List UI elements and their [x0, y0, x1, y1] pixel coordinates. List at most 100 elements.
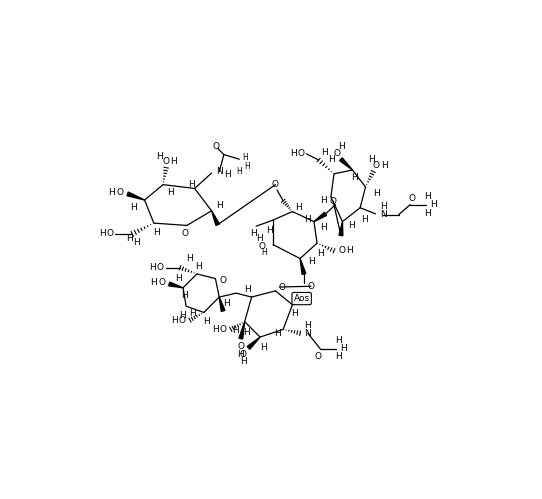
Text: N: N [216, 167, 223, 176]
Text: H: H [295, 203, 302, 212]
Text: H: H [380, 202, 386, 211]
Text: H: H [351, 173, 357, 182]
Text: Aos: Aos [294, 294, 309, 303]
Text: O: O [330, 197, 337, 206]
Text: O: O [237, 342, 244, 351]
Text: H: H [369, 155, 375, 164]
Text: O: O [117, 188, 124, 197]
Polygon shape [127, 192, 145, 200]
Text: H: H [232, 326, 239, 335]
Text: H: H [349, 221, 355, 230]
Text: H: H [250, 230, 256, 239]
Text: H: H [261, 343, 267, 352]
Text: H: H [338, 142, 345, 151]
Text: O: O [314, 352, 321, 361]
Text: H: H [328, 156, 335, 165]
Polygon shape [340, 158, 352, 170]
Text: H: H [305, 321, 311, 330]
Text: H: H [156, 152, 163, 161]
Text: H: H [186, 254, 192, 263]
Text: O: O [163, 157, 170, 166]
Text: O: O [307, 282, 314, 291]
Text: H: H [216, 201, 223, 210]
Text: H: H [189, 309, 196, 318]
Text: H: H [266, 226, 273, 235]
Text: O: O [182, 229, 189, 238]
Text: H: H [424, 210, 431, 219]
Text: H: H [236, 167, 242, 176]
Polygon shape [339, 222, 343, 236]
Text: H: H [181, 291, 188, 300]
Text: H: H [380, 161, 388, 170]
Polygon shape [314, 212, 327, 222]
Text: O: O [106, 230, 113, 239]
Text: H: H [108, 188, 115, 197]
Text: H: H [212, 325, 219, 334]
Text: H: H [292, 309, 298, 318]
Text: H: H [188, 180, 195, 189]
Text: H: H [240, 357, 247, 366]
Text: H: H [320, 196, 327, 205]
Text: H: H [373, 189, 380, 198]
Text: O: O [333, 149, 340, 158]
Text: O: O [157, 263, 164, 272]
Text: H: H [308, 257, 315, 266]
Text: H: H [320, 223, 327, 232]
Polygon shape [220, 297, 225, 311]
Text: H: H [346, 247, 353, 255]
Text: H: H [256, 234, 263, 243]
Text: H: H [170, 157, 177, 166]
Text: H: H [360, 215, 367, 224]
Text: H: H [126, 234, 133, 243]
Polygon shape [247, 337, 260, 349]
Text: H: H [305, 215, 311, 224]
Polygon shape [300, 258, 306, 274]
Text: H: H [167, 188, 174, 197]
Text: O: O [272, 180, 279, 189]
Text: H: H [340, 344, 346, 353]
Text: H: H [290, 149, 296, 158]
Text: H: H [131, 203, 137, 212]
Polygon shape [292, 292, 307, 305]
Text: H: H [321, 148, 328, 157]
Text: H: H [318, 250, 324, 258]
Text: N: N [380, 210, 386, 219]
Text: H: H [149, 263, 156, 272]
Text: O: O [179, 316, 186, 325]
Text: H: H [237, 349, 244, 358]
Text: N: N [305, 329, 311, 338]
Text: O: O [298, 149, 305, 158]
Text: H: H [171, 316, 178, 325]
Text: O: O [240, 349, 247, 358]
Text: H: H [244, 162, 250, 172]
Text: H: H [243, 328, 249, 337]
Text: H: H [244, 285, 251, 294]
Polygon shape [239, 322, 244, 339]
Text: O: O [259, 243, 266, 251]
Text: O: O [220, 325, 227, 334]
Text: O: O [212, 142, 220, 151]
Text: H: H [335, 336, 342, 345]
Polygon shape [211, 211, 220, 226]
Text: H: H [133, 238, 140, 247]
Text: H: H [335, 352, 342, 361]
Text: O: O [373, 161, 380, 170]
Text: O: O [158, 278, 165, 287]
Text: H: H [224, 299, 230, 308]
Text: H: H [153, 228, 159, 237]
Text: O: O [220, 275, 227, 284]
Polygon shape [169, 282, 183, 288]
Text: O: O [408, 194, 415, 203]
Text: H: H [99, 230, 106, 239]
Text: H: H [243, 153, 248, 162]
Text: H: H [195, 262, 202, 271]
Text: O: O [338, 247, 345, 255]
Text: H: H [175, 274, 182, 283]
Text: H: H [430, 200, 437, 209]
Text: H: H [261, 248, 267, 257]
Text: H: H [424, 193, 431, 202]
Text: H: H [151, 278, 157, 287]
Text: H: H [224, 170, 231, 179]
Text: O: O [278, 282, 285, 291]
Text: H: H [203, 317, 210, 326]
